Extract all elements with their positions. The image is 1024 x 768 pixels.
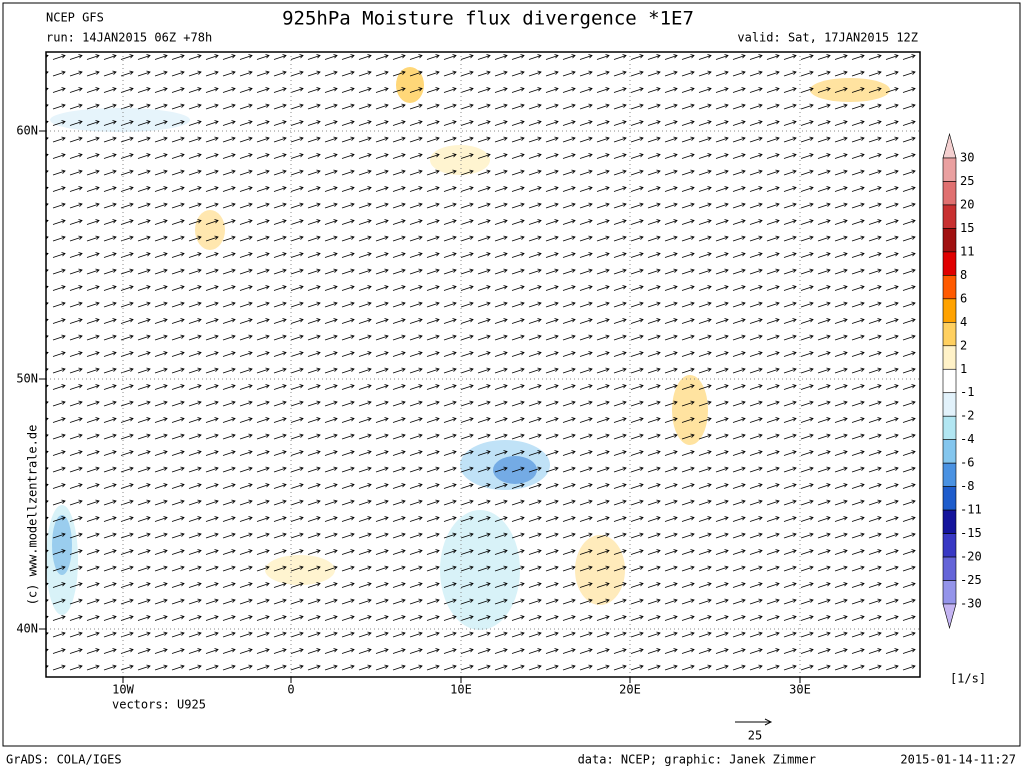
colorbar-box bbox=[942, 368, 957, 394]
wind-vectors bbox=[46, 52, 920, 677]
colorbar-cap bbox=[942, 132, 957, 159]
lon-labels: 10W 0 10E 20E 30E bbox=[112, 677, 811, 697]
colorbar-box bbox=[942, 298, 957, 323]
colorbar-box bbox=[942, 181, 957, 206]
colorbar-box bbox=[942, 275, 957, 300]
colorbar-label: 6 bbox=[960, 291, 967, 305]
graticule bbox=[46, 52, 920, 677]
reference-vector-label: 25 bbox=[748, 729, 762, 743]
colorbar-label: 1 bbox=[960, 362, 967, 376]
lon-label: 20E bbox=[619, 683, 641, 697]
page-frame bbox=[2, 2, 1021, 747]
lat-label: 40N bbox=[16, 622, 38, 636]
lat-labels: 60N 50N 40N bbox=[16, 124, 46, 636]
colorbar-label: -11 bbox=[960, 503, 982, 517]
colorbar-box bbox=[942, 251, 957, 276]
colorbar-unit: [1/s] bbox=[950, 672, 986, 686]
footer-left: GrADS: COLA/IGES bbox=[6, 753, 122, 767]
lon-label: 0 bbox=[287, 683, 294, 697]
colorbar-label: -4 bbox=[960, 432, 974, 446]
colorbar-box bbox=[942, 345, 957, 370]
map-frame bbox=[45, 51, 921, 678]
colorbar-box bbox=[942, 204, 957, 229]
colorbar-box bbox=[942, 556, 957, 581]
colorbar-label: 15 bbox=[960, 221, 974, 235]
footer-credit: data: NCEP; graphic: Janek Zimmer bbox=[578, 753, 816, 767]
run: run: 14JAN2015 06Z +78h bbox=[46, 31, 212, 45]
colorbar-label: 4 bbox=[960, 315, 967, 329]
colorbar-box bbox=[942, 392, 957, 417]
colorbar-box bbox=[942, 580, 957, 605]
colorbar-box bbox=[942, 486, 957, 511]
valid: valid: Sat, 17JAN2015 12Z bbox=[737, 31, 918, 45]
colorbar-box bbox=[942, 439, 957, 464]
colorbar-box bbox=[942, 509, 957, 534]
colorbar-label: -20 bbox=[960, 550, 982, 564]
vectors-label: vectors: U925 bbox=[112, 698, 206, 712]
colorbar: 30 25 20 15 11 8 6 4 2 1 -1 -2 -4 -6 -8 -11 -15 -20 -25 -30 bbox=[942, 132, 982, 630]
colorbar-label: -25 bbox=[960, 573, 982, 587]
lon-label: 10W bbox=[112, 683, 134, 697]
colorbar-label: 11 bbox=[960, 244, 974, 258]
colorbar-box bbox=[942, 415, 957, 440]
footer-timestamp: 2015-01-14-11:27 bbox=[900, 753, 1016, 767]
colorbar-label: -2 bbox=[960, 409, 974, 423]
colorbar-box bbox=[942, 462, 957, 487]
colorbar-label: 30 bbox=[960, 151, 974, 165]
colorbar-label: -1 bbox=[960, 385, 974, 399]
colorbar-label: 8 bbox=[960, 268, 967, 282]
lon-label: 30E bbox=[789, 683, 811, 697]
colorbar-label: -30 bbox=[960, 597, 982, 611]
source: NCEP GFS bbox=[46, 11, 104, 25]
colorbar-label: -8 bbox=[960, 479, 974, 493]
colorbar-label: 20 bbox=[960, 197, 974, 211]
colorbar-label: -15 bbox=[960, 526, 982, 540]
colorbar-box bbox=[942, 157, 957, 182]
watermark: (c) www.modellzentrale.de bbox=[26, 425, 40, 606]
lon-label: 10E bbox=[450, 683, 472, 697]
reference-vector: 25 bbox=[735, 718, 773, 743]
colorbar-cap bbox=[942, 603, 957, 630]
colorbar-box bbox=[942, 322, 957, 347]
colorbar-box bbox=[942, 228, 957, 253]
colorbar-label: 2 bbox=[960, 338, 967, 352]
title: 925hPa Moisture flux divergence *1E7 bbox=[282, 8, 694, 30]
lat-label: 50N bbox=[16, 372, 38, 386]
lat-label: 60N bbox=[16, 124, 38, 138]
colorbar-label: 25 bbox=[960, 174, 974, 188]
colorbar-label: -6 bbox=[960, 456, 974, 470]
colorbar-box bbox=[942, 533, 957, 558]
map-area bbox=[45, 51, 921, 678]
